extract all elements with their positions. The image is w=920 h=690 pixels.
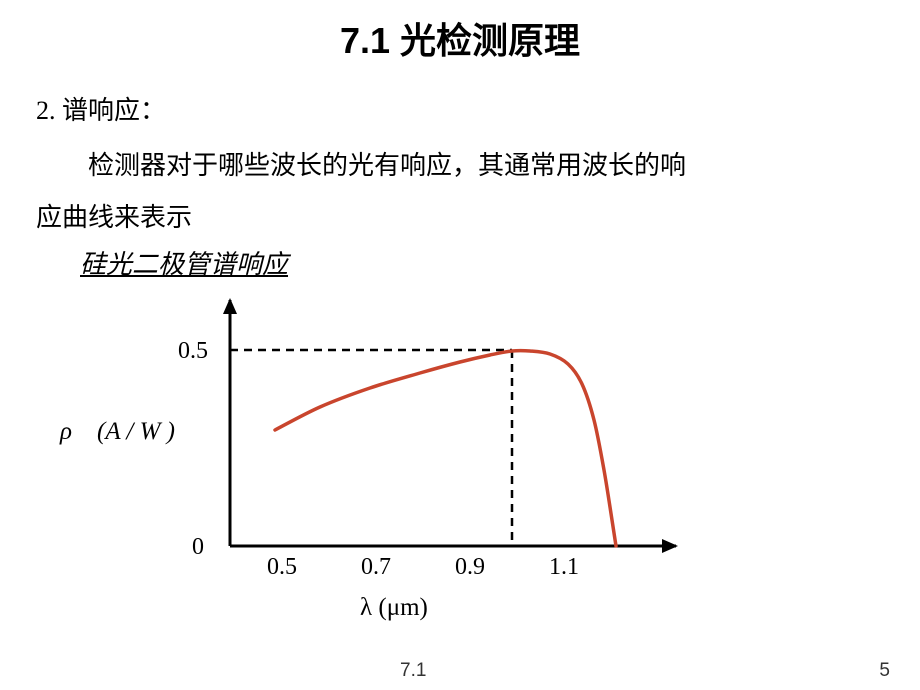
section-subhead: 2. 谱响应： [36,90,166,127]
chart-caption: 硅光二极管谱响应 [80,244,288,281]
x-tick-0.7: 0.7 [361,554,391,581]
y-axis-rho: ρ [60,418,72,445]
footer-page-number: 5 [879,660,890,682]
body-text-line2: 应曲线来表示 [36,192,884,244]
slide-title: 7.1 光检测原理 [0,0,920,64]
x-tick-0.9: 0.9 [455,554,485,581]
y-axis-label: ρ (A / W ) [60,418,175,446]
x-tick-1.1: 1.1 [549,554,579,581]
x-tick-0.5: 0.5 [267,554,297,581]
y-axis-unit: (A / W ) [97,418,175,445]
slide: 7.1 光检测原理 2. 谱响应： 检测器对于哪些波长的光有响应，其通常用波长的… [0,0,920,690]
y-tick-0: 0 [192,534,204,561]
body-text-line1: 检测器对于哪些波长的光有响应，其通常用波长的响 [36,140,884,192]
chart-area: ρ (A / W ) 0 0.5 0.5 0.7 0.9 1.1 λ (μm) [60,290,700,630]
y-tick-0.5: 0.5 [178,338,208,365]
footer-section-number: 7.1 [400,660,426,682]
x-axis-label: λ (μm) [360,594,428,622]
